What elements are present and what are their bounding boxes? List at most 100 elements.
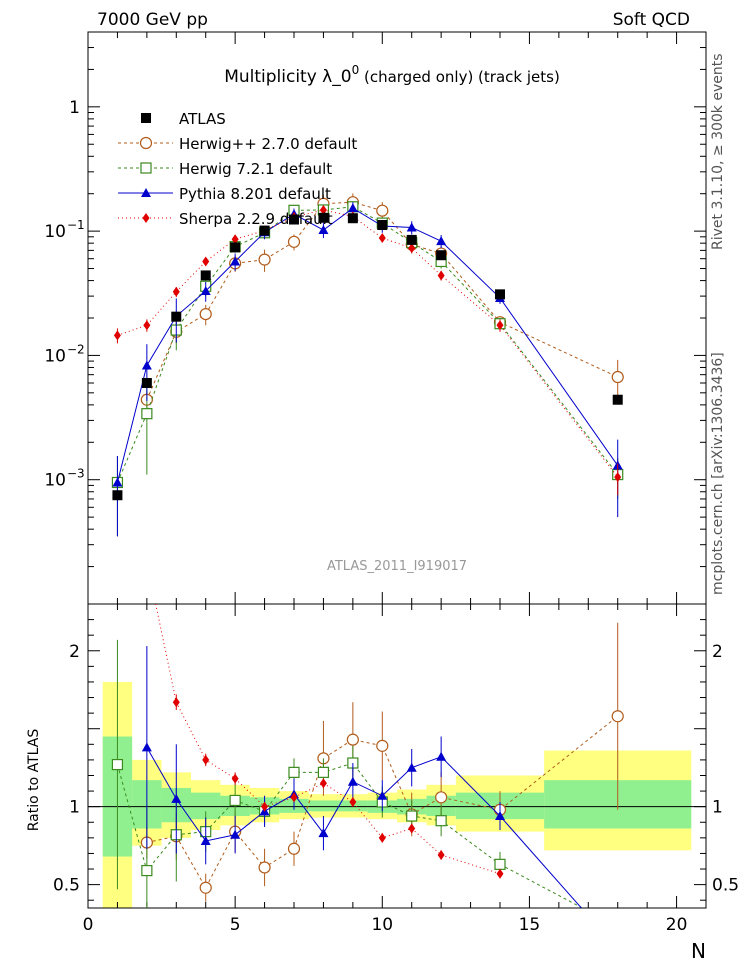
legend-marker	[140, 162, 152, 174]
data-point	[172, 286, 180, 297]
x-tick-label: 10	[371, 915, 393, 935]
data-point	[347, 203, 358, 213]
ratio-point	[111, 758, 124, 771]
ratio-point	[406, 810, 418, 822]
y-tick-label: 1	[69, 98, 80, 118]
legend-marker	[141, 188, 151, 197]
legend-marker	[141, 113, 151, 123]
y-tick-exponent: −2	[67, 342, 85, 356]
ratio-point	[346, 733, 359, 746]
header-right-label: Soft QCD	[613, 10, 690, 30]
x-tick-label: 20	[666, 915, 688, 935]
ratio-point	[141, 864, 153, 877]
ratio-point	[408, 823, 416, 834]
ratio-y-tick-label-left: 1	[69, 798, 80, 818]
data-point	[496, 320, 504, 331]
ratio-point	[437, 849, 445, 860]
x-axis-label: N	[691, 939, 706, 963]
ratio-plot-frame	[87, 603, 707, 909]
legend-label: Sherpa 2.2.9 default	[179, 210, 333, 228]
ratio-point	[349, 796, 357, 807]
ratio-point	[171, 793, 182, 803]
data-point	[230, 256, 241, 266]
ratio-y-tick-label-left: 2	[69, 642, 80, 662]
data-point	[318, 225, 329, 235]
ratio-point	[406, 762, 417, 772]
legend: ATLAS Herwig++ 2.7.0 default Herwig 7.2.1 …	[118, 110, 357, 228]
reference-point	[171, 311, 182, 322]
data-point	[112, 477, 123, 487]
ratio-point	[318, 828, 329, 838]
series-2	[112, 202, 623, 537]
y-tick-exponent: −1	[67, 218, 85, 232]
data-point	[113, 330, 121, 341]
reference-point	[200, 270, 211, 281]
ratio-point	[317, 766, 330, 778]
ratio-point	[199, 881, 212, 894]
ratio-y-tick-label-right: 2	[712, 642, 723, 662]
ratio-point	[229, 794, 241, 807]
ratio-point	[347, 776, 358, 786]
ratio-point	[230, 829, 241, 839]
reference-point	[377, 220, 388, 231]
ratio-point	[258, 861, 271, 874]
mcplots-label: mcplots.cern.ch [arXiv:1306.3436]	[710, 352, 726, 595]
x-tick-label: 5	[230, 915, 241, 935]
ratio-point	[202, 754, 210, 765]
ratio-panel: 0.5 0.51 12 20 5 10 15 20 Ratio to ATLAS	[26, 603, 739, 935]
ratio-point	[261, 801, 269, 812]
series-3	[113, 204, 622, 496]
header-left-label: 7000 GeV pp	[97, 10, 208, 30]
legend-label: ATLAS	[179, 110, 226, 128]
reference-point	[259, 225, 270, 236]
data-point	[141, 408, 153, 420]
reference-point	[318, 212, 329, 223]
data-point	[376, 204, 389, 217]
data-point	[141, 360, 152, 370]
reference-point	[406, 234, 417, 245]
ratio-point	[494, 858, 506, 870]
ratio-point	[290, 792, 298, 803]
reference-series	[112, 212, 623, 501]
reference-point	[289, 214, 299, 225]
data-point	[436, 236, 447, 246]
data-point	[611, 370, 624, 384]
chart-title-sup: 0	[352, 63, 360, 77]
ratio-point	[172, 697, 180, 708]
legend-label: Herwig 7.2.1 default	[179, 160, 332, 178]
series-line	[116, 207, 619, 483]
legend-marker	[142, 213, 150, 223]
data-point	[406, 222, 417, 232]
reference-point	[230, 242, 241, 253]
ratio-point	[377, 790, 388, 800]
reference-point	[347, 213, 358, 224]
data-point	[614, 472, 622, 483]
ratio-y-tick-label-right: 1	[712, 798, 723, 818]
data-point	[408, 243, 416, 254]
chart-title-main: Multiplicity λ_0	[224, 67, 351, 87]
reference-point	[112, 490, 123, 501]
legend-marker	[139, 136, 153, 150]
ratio-series-2	[141, 646, 583, 908]
ratio-point	[435, 815, 447, 827]
data-point	[319, 204, 327, 215]
data-point	[199, 307, 212, 321]
series-1	[111, 201, 624, 537]
ratio-point	[611, 710, 624, 723]
reference-point	[612, 394, 623, 405]
main-panel: 110−110−210−3 Multiplicity λ_00 (charged…	[44, 31, 707, 605]
data-point	[378, 233, 386, 244]
analysis-watermark: ATLAS_2011_I919017	[327, 559, 467, 574]
ratio-line	[175, 701, 501, 875]
ratio-point	[319, 778, 327, 789]
ratio-series-3	[155, 604, 504, 879]
ratio-point	[436, 751, 447, 761]
ratio-series-group	[111, 604, 624, 908]
ratio-point	[496, 868, 504, 879]
ratio-point	[141, 742, 152, 752]
y-tick-label: 10	[44, 471, 66, 491]
ratio-point	[287, 842, 301, 855]
ratio-point	[378, 832, 386, 843]
y-tick-label: 10	[44, 346, 66, 366]
